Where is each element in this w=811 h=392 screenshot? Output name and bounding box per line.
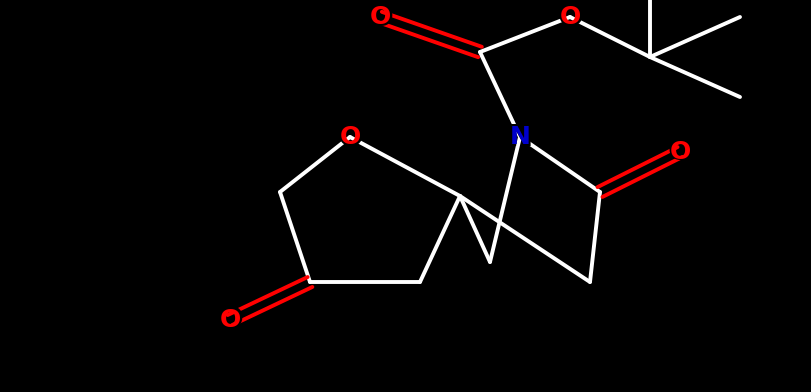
Text: O: O: [669, 140, 691, 164]
Text: N: N: [508, 122, 533, 151]
Text: O: O: [217, 305, 243, 334]
Text: N: N: [509, 125, 530, 149]
Text: O: O: [369, 5, 391, 29]
Text: O: O: [219, 308, 241, 332]
Text: O: O: [339, 125, 361, 149]
Text: O: O: [667, 138, 693, 167]
Text: O: O: [557, 2, 583, 31]
Text: O: O: [337, 122, 363, 151]
Text: O: O: [560, 5, 581, 29]
Text: O: O: [367, 2, 393, 31]
